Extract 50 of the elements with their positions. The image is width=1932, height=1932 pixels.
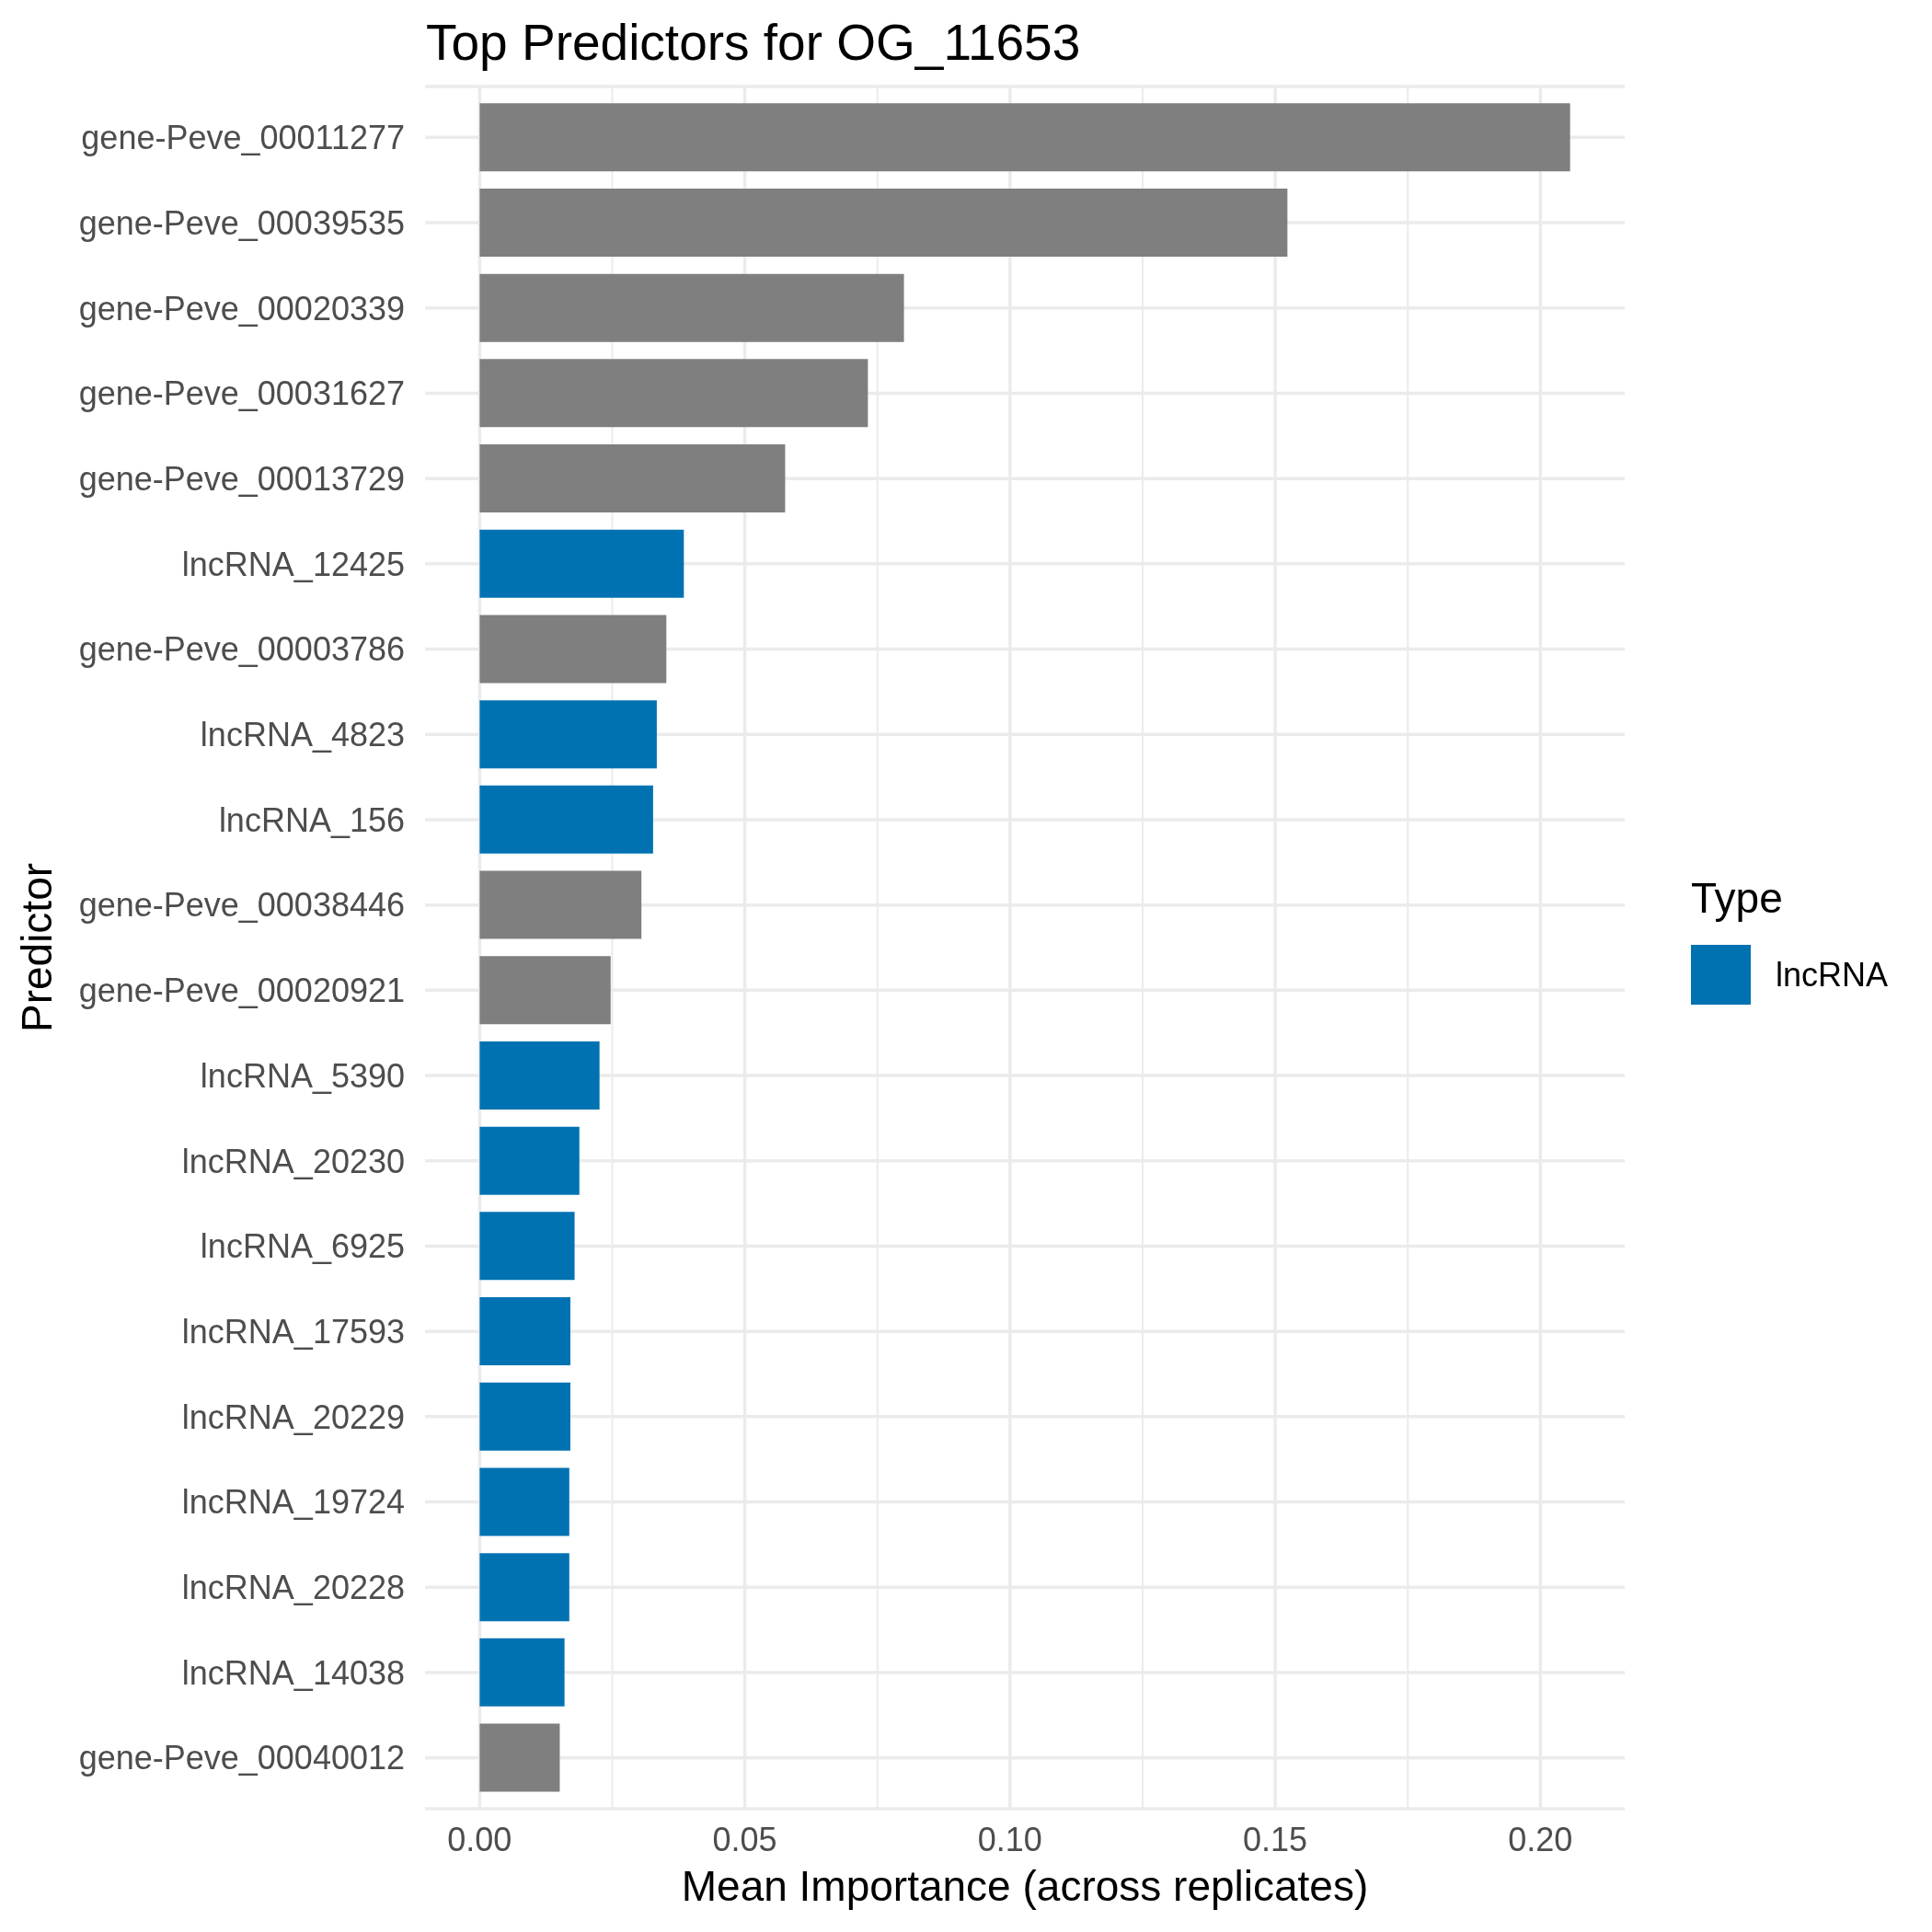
y-tick-label: lncRNA_17593 [181,1312,405,1351]
x-tick-label: 0.05 [712,1820,777,1858]
y-tick-label: gene-Peve_00038446 [78,886,405,925]
bar [479,103,1570,172]
y-tick-label: lncRNA_156 [218,800,405,839]
bar [479,1212,575,1281]
y-tick-label: lncRNA_6925 [200,1227,405,1266]
bar [479,1382,570,1451]
bar [479,529,684,598]
x-axis-title: Mean Importance (across replicates) [681,1862,1369,1910]
bar [479,615,667,684]
x-tick-label: 0.15 [1243,1820,1308,1858]
x-tick-label: 0.20 [1508,1820,1573,1858]
bar [479,1553,569,1622]
y-tick-label: gene-Peve_00011277 [81,119,405,157]
legend-title: Type [1691,874,1784,922]
bar [479,444,786,513]
y-tick-label: lncRNA_14038 [181,1653,405,1692]
bar [479,188,1288,257]
y-tick-label: lncRNA_19724 [181,1483,405,1522]
y-tick-label: lncRNA_20228 [181,1569,405,1607]
bar [479,1041,600,1110]
bar [479,1297,570,1366]
bar [479,1723,560,1792]
y-tick-label: lncRNA_20229 [181,1397,405,1436]
y-tick-label: gene-Peve_00013729 [78,459,405,498]
bar [479,273,904,342]
y-tick-label: gene-Peve_00031627 [78,374,405,413]
y-tick-label: gene-Peve_00020339 [78,289,405,328]
x-tick-label: 0.00 [447,1820,512,1858]
bar [479,1638,565,1707]
y-axis-title: Predictor [13,862,61,1033]
legend-label: lncRNA [1776,955,1889,995]
y-tick-label: lncRNA_5390 [200,1056,405,1095]
bar [479,1126,580,1195]
y-tick-label: gene-Peve_00003786 [78,630,405,669]
y-tick-label: lncRNA_4823 [200,716,405,754]
y-tick-label: lncRNA_12425 [181,545,405,583]
bar [479,359,868,428]
y-tick-label: gene-Peve_00040012 [78,1739,405,1777]
x-tick-label: 0.10 [977,1820,1042,1858]
y-tick-label: lncRNA_20230 [181,1142,405,1180]
bar [479,870,642,939]
y-tick-label: gene-Peve_00020921 [78,972,405,1010]
bar [479,785,653,854]
chart-title: Top Predictors for OG_11653 [426,14,1081,71]
bar [479,956,611,1025]
bar [479,1467,569,1536]
y-tick-label: gene-Peve_00039535 [78,203,405,242]
bar [479,700,657,769]
